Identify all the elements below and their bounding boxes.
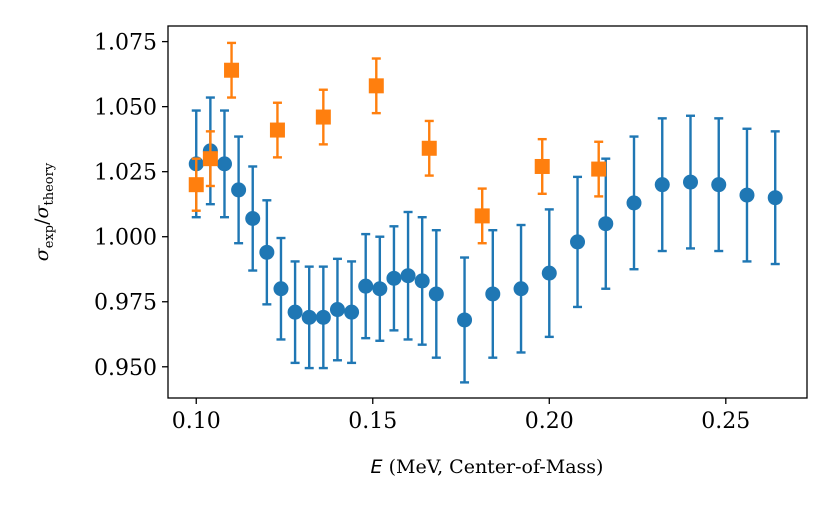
x-tick-label: 0.25 xyxy=(701,409,750,434)
data-point-circle xyxy=(570,234,586,250)
data-point-circle xyxy=(485,286,501,302)
y-tick-label: 1.025 xyxy=(94,161,157,186)
data-point-circle xyxy=(541,265,557,281)
x-tick-label: 0.10 xyxy=(172,409,221,434)
data-point-circle xyxy=(259,244,275,260)
x-axis-label: E (MeV, Center-of-Mass) xyxy=(371,456,604,478)
data-point-circle xyxy=(273,281,289,297)
data-point-square xyxy=(315,109,331,125)
data-point-circle xyxy=(301,309,317,325)
data-point-square xyxy=(368,78,384,94)
plot-frame xyxy=(167,25,808,399)
data-point-circle xyxy=(287,304,303,320)
y-label-sigma-exp: σ xyxy=(31,247,53,261)
data-point-square xyxy=(421,140,437,156)
data-point-square xyxy=(534,158,550,174)
y-axis: 0.950 0.975 1.000 1.025 1.050 1.075 xyxy=(94,31,168,381)
data-point-circle xyxy=(457,312,473,328)
x-axis-label-symbol: E xyxy=(371,456,383,478)
x-tick-label: 0.20 xyxy=(525,409,574,434)
y-tick-label: 0.950 xyxy=(94,356,157,381)
data-point-circle xyxy=(329,302,345,318)
data-point-circle xyxy=(344,304,360,320)
data-point-square xyxy=(224,62,240,78)
plot-area xyxy=(167,25,808,399)
data-point-circle xyxy=(386,270,402,286)
y-tick-label: 1.050 xyxy=(94,96,157,121)
y-tick-label: 1.075 xyxy=(94,31,157,56)
series-2 xyxy=(188,41,607,245)
data-point-square xyxy=(202,151,218,167)
y-tick-label: 0.975 xyxy=(94,291,157,316)
data-point-circle xyxy=(414,273,430,289)
data-point-circle xyxy=(626,195,642,211)
data-point-circle xyxy=(598,216,614,232)
data-point-circle xyxy=(513,281,529,297)
data-point-circle xyxy=(428,286,444,302)
data-point-circle xyxy=(245,211,261,227)
data-point-square xyxy=(591,161,607,177)
data-point-circle xyxy=(711,177,727,193)
data-point-square xyxy=(269,122,285,138)
data-point-circle xyxy=(654,177,670,193)
data-point-circle xyxy=(358,278,374,294)
series-layer xyxy=(188,41,783,384)
data-point-circle xyxy=(682,174,698,190)
data-point-square xyxy=(188,177,204,193)
x-axis-label-text: (MeV, Center-of-Mass) xyxy=(383,456,604,478)
x-axis: 0.10 0.15 0.20 0.25 xyxy=(172,398,750,434)
y-label-sigma-theory: σ xyxy=(31,204,53,218)
data-point-circle xyxy=(372,281,388,297)
x-tick-label: 0.15 xyxy=(348,409,397,434)
data-point-circle xyxy=(767,190,783,206)
y-label-sub-exp: exp xyxy=(42,225,57,248)
data-point-circle xyxy=(231,182,247,198)
data-point-circle xyxy=(400,268,416,284)
data-point-circle xyxy=(216,156,232,172)
y-axis-label: σexp/σtheory xyxy=(31,162,57,261)
y-label-sub-theory: theory xyxy=(42,162,57,205)
data-point-circle xyxy=(739,187,755,203)
y-tick-label: 1.000 xyxy=(94,226,157,251)
data-point-circle xyxy=(315,309,331,325)
data-point-square xyxy=(474,208,490,224)
y-label-slash: / xyxy=(31,218,53,225)
